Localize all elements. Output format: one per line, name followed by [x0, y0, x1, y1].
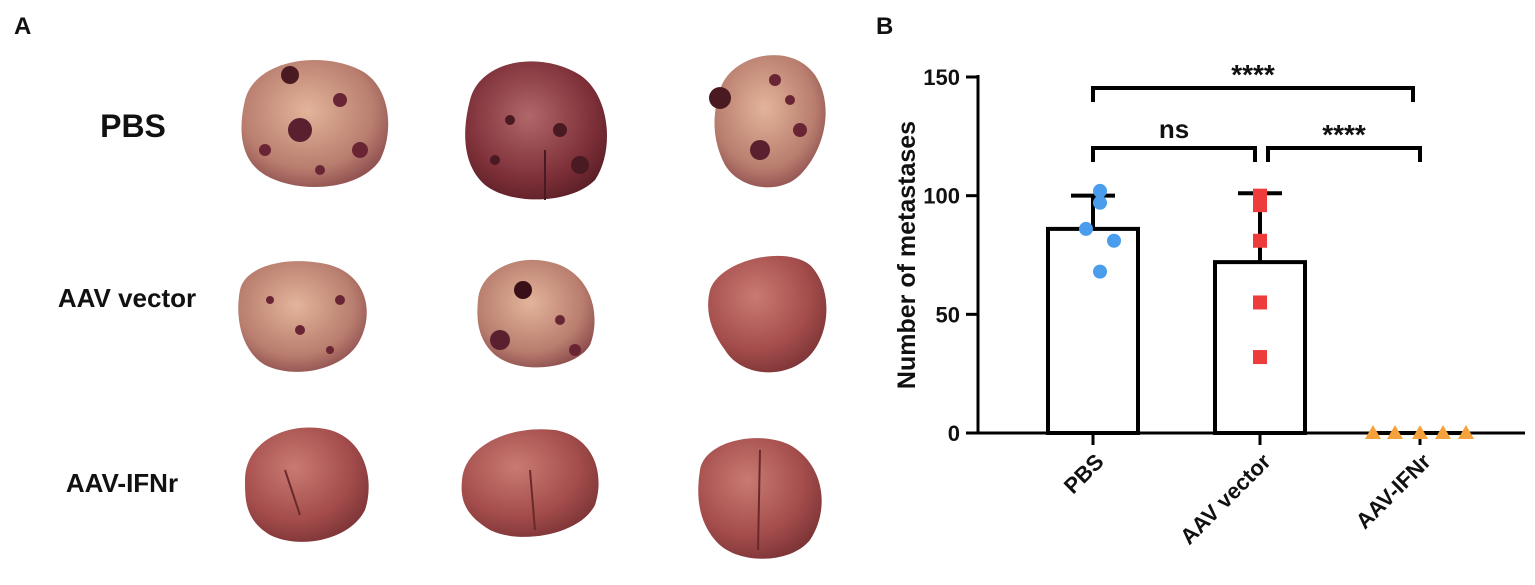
significance-label: **** [1231, 59, 1275, 90]
significance-label: **** [1322, 119, 1366, 150]
data-point [1458, 425, 1474, 439]
data-point [1412, 425, 1428, 439]
panel-label: B [876, 13, 893, 40]
y-tick-label: 0 [948, 421, 960, 446]
data-point [1079, 221, 1093, 236]
significance-bracket [1091, 86, 1415, 102]
data-point [1093, 183, 1107, 198]
bar [1213, 260, 1307, 435]
data-point [1253, 198, 1267, 213]
liver-photo [477, 259, 595, 368]
y-axis-label: Number of metastases [893, 121, 921, 389]
liver-photo [461, 429, 599, 537]
data-point [1107, 233, 1121, 248]
x-tick-label: AAV vector [1175, 449, 1276, 550]
y-tick-label: 100 [923, 184, 960, 209]
data-point [1365, 425, 1381, 439]
data-point [1435, 425, 1451, 439]
row-label: AAV-IFNr [66, 468, 178, 498]
liver-photo [238, 261, 367, 372]
data-point [1093, 264, 1107, 279]
liver-photo [698, 438, 822, 559]
liver-photo [241, 60, 389, 187]
data-point [1093, 195, 1107, 210]
bar [1046, 226, 1140, 435]
data-point [1253, 233, 1267, 248]
liver-photo [708, 255, 827, 373]
row-label: AAV vector [58, 283, 196, 313]
y-tick-label: 150 [923, 65, 960, 90]
panel-a: A PBS AAV vector AAV-IFNr [14, 13, 827, 559]
x-tick-label: PBS [1059, 449, 1109, 499]
row-label: PBS [100, 108, 166, 144]
data-point [1387, 425, 1403, 439]
significance-bracket [1091, 146, 1257, 162]
liver-photo [709, 55, 826, 188]
significance-bracket [1266, 146, 1422, 162]
liver-photo [245, 427, 369, 542]
liver-photo [465, 61, 607, 200]
y-tick-label: 50 [936, 302, 960, 327]
significance-label: ns [1159, 114, 1189, 144]
plot: 0 50 100 150 PBS AAV vector AAV-IFNr **** ns **** [923, 59, 1525, 549]
data-point [1253, 295, 1267, 310]
x-tick-label: AAV-IFNr [1351, 449, 1436, 534]
panel-label: A [14, 13, 31, 40]
data-point [1253, 350, 1267, 365]
